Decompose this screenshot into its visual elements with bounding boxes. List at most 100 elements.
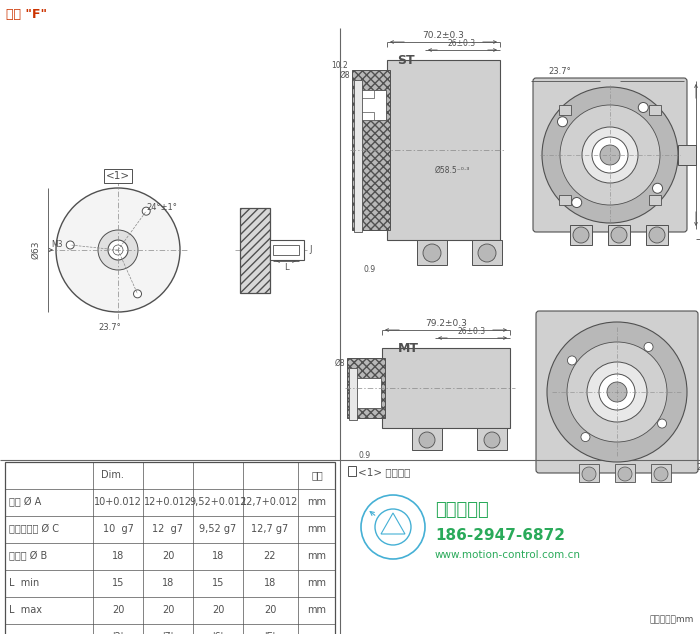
Circle shape — [547, 322, 687, 462]
Text: 12,7+0.012: 12,7+0.012 — [241, 497, 299, 507]
Text: M3: M3 — [51, 240, 62, 250]
Text: mm: mm — [307, 605, 326, 615]
Text: 18: 18 — [264, 578, 276, 588]
Text: 20: 20 — [112, 605, 124, 615]
Text: 24°±1°: 24°±1° — [146, 204, 177, 212]
Text: 23.7°: 23.7° — [99, 323, 121, 332]
Text: 9,52 g7: 9,52 g7 — [199, 524, 237, 534]
Circle shape — [484, 432, 500, 448]
Text: mm: mm — [307, 551, 326, 561]
Circle shape — [592, 137, 628, 173]
Text: 186-2947-6872: 186-2947-6872 — [435, 527, 565, 543]
Text: 匹配连接轴 Ø C: 匹配连接轴 Ø C — [9, 524, 59, 534]
Text: 70.2±0.3: 70.2±0.3 — [422, 30, 464, 39]
Text: '6': '6' — [212, 632, 223, 634]
Text: 轴类型代码: 轴类型代码 — [9, 632, 38, 634]
FancyBboxPatch shape — [533, 78, 687, 232]
Circle shape — [542, 87, 678, 223]
Bar — [417, 240, 447, 265]
Bar — [273, 245, 299, 255]
Text: 12  g7: 12 g7 — [153, 524, 183, 534]
Bar — [615, 464, 635, 482]
Circle shape — [66, 241, 74, 249]
Circle shape — [652, 183, 662, 193]
Circle shape — [478, 244, 496, 262]
Bar — [270, 240, 304, 260]
Circle shape — [587, 362, 647, 422]
Circle shape — [657, 419, 666, 428]
Text: <1>: <1> — [106, 171, 130, 181]
Bar — [240, 208, 270, 293]
Text: 10  g7: 10 g7 — [103, 524, 134, 534]
Circle shape — [599, 374, 635, 410]
Text: 18: 18 — [212, 551, 224, 561]
Circle shape — [618, 467, 632, 481]
Text: Ø8: Ø8 — [340, 70, 350, 79]
Text: 0.9: 0.9 — [364, 266, 376, 275]
Text: L  max: L max — [9, 605, 42, 615]
Circle shape — [582, 127, 638, 183]
Bar — [358, 112, 374, 120]
Text: 10.2: 10.2 — [332, 60, 349, 70]
Text: Ø63: Ø63 — [31, 241, 40, 259]
Text: 20: 20 — [212, 605, 224, 615]
Bar — [358, 90, 386, 120]
Circle shape — [557, 117, 568, 127]
Text: '7': '7' — [162, 632, 174, 634]
Bar — [646, 225, 668, 245]
Bar — [559, 195, 570, 205]
Text: 9,52+0.012: 9,52+0.012 — [189, 497, 246, 507]
Text: mm: mm — [307, 497, 326, 507]
Text: <1> 客户端面: <1> 客户端面 — [358, 467, 410, 477]
Bar — [579, 464, 599, 482]
Circle shape — [98, 230, 138, 270]
Circle shape — [607, 382, 627, 402]
Circle shape — [644, 342, 653, 351]
Bar — [472, 240, 502, 265]
Circle shape — [611, 227, 627, 243]
Text: 10+0.012: 10+0.012 — [94, 497, 142, 507]
Circle shape — [568, 356, 576, 365]
Text: J: J — [309, 245, 312, 254]
Text: ST: ST — [397, 53, 415, 67]
Circle shape — [423, 244, 441, 262]
Text: 15: 15 — [112, 578, 124, 588]
Bar — [651, 464, 671, 482]
Bar — [347, 358, 385, 418]
Circle shape — [567, 342, 667, 442]
Text: Ø58.5⁻⁰·³: Ø58.5⁻⁰·³ — [434, 165, 470, 174]
Circle shape — [581, 432, 590, 441]
Bar — [352, 70, 390, 230]
Text: 20: 20 — [162, 605, 174, 615]
Circle shape — [600, 145, 620, 165]
Circle shape — [56, 188, 180, 312]
Bar — [348, 466, 356, 476]
Text: 20: 20 — [696, 462, 700, 472]
Circle shape — [560, 105, 660, 205]
Circle shape — [582, 467, 596, 481]
Text: 15: 15 — [212, 578, 224, 588]
Text: 盲轴 Ø A: 盲轴 Ø A — [9, 497, 41, 507]
Text: mm: mm — [307, 524, 326, 534]
Text: 盲轴 "F": 盲轴 "F" — [6, 8, 47, 20]
Bar — [382, 348, 510, 428]
Bar — [5, 462, 335, 634]
Text: 22: 22 — [264, 551, 276, 561]
Circle shape — [654, 467, 668, 481]
Text: L  min: L min — [9, 578, 39, 588]
Circle shape — [142, 207, 150, 215]
Bar — [650, 195, 662, 205]
Bar — [353, 378, 381, 408]
Text: 单位: 单位 — [311, 470, 323, 480]
Text: 12,7 g7: 12,7 g7 — [251, 524, 288, 534]
Bar — [387, 60, 500, 240]
Circle shape — [134, 290, 141, 298]
FancyBboxPatch shape — [536, 311, 698, 473]
Circle shape — [572, 198, 582, 207]
Bar — [358, 90, 374, 98]
Bar — [349, 368, 357, 420]
Bar — [608, 225, 630, 245]
Bar — [412, 428, 442, 450]
Circle shape — [108, 240, 128, 260]
Circle shape — [419, 432, 435, 448]
